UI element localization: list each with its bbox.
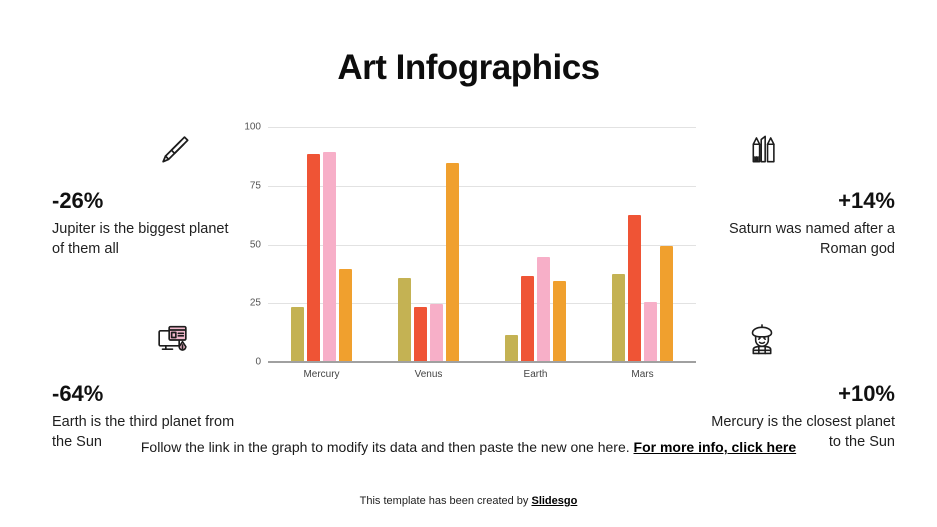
more-info-link[interactable]: For more info, click here	[633, 439, 797, 455]
chart-bars: Mercury Venus Earth Mars	[268, 128, 696, 380]
y-axis-tick-label: 100	[244, 121, 261, 133]
x-axis-tick-label: Earth	[523, 369, 548, 380]
gridline: 100	[244, 122, 696, 133]
footer-text: This template has been created by	[359, 495, 532, 507]
stat-block-right-bottom: +10% Mercury is the closest planet to th…	[705, 381, 895, 452]
stat-description: Earth is the third planet from the Sun	[52, 414, 235, 450]
chart-plot-area: 0 25 50 75 100 Mercury Venus Earth Mars	[244, 122, 696, 380]
y-axis-tick-label: 0	[255, 356, 261, 368]
y-axis-tick-label: 25	[249, 297, 261, 309]
chart-x-axis	[268, 361, 696, 363]
artist-person-icon	[727, 305, 797, 375]
bar	[521, 276, 534, 363]
x-axis-tick-label: Mercury	[303, 369, 340, 380]
chart-caption: Follow the link in the graph to modify i…	[0, 437, 937, 457]
bar-chart[interactable]: 0 25 50 75 100 Mercury Venus Earth Mars	[234, 120, 696, 385]
bar	[644, 301, 657, 363]
page-title: Art Infographics	[337, 48, 600, 87]
bar	[537, 257, 550, 363]
gridline: 50	[250, 239, 696, 250]
pencils-icon	[727, 114, 797, 184]
bar-group: Mars	[612, 128, 673, 380]
bar	[339, 269, 352, 363]
x-axis-tick-label: Mars	[631, 369, 654, 380]
bar	[628, 214, 641, 363]
bar-group: Earth	[505, 128, 566, 380]
bar	[612, 273, 625, 363]
bar	[660, 245, 673, 363]
design-computer-icon	[140, 305, 210, 375]
gridline: 25	[250, 298, 696, 309]
bar-group: Mercury	[291, 128, 352, 380]
caption-text: Follow the link in the graph to modify i…	[140, 439, 634, 455]
bar	[414, 306, 427, 363]
bar	[505, 334, 518, 363]
bar	[430, 304, 443, 363]
x-axis-tick-label: Venus	[414, 369, 443, 380]
y-axis-tick-label: 75	[249, 180, 261, 192]
stat-description: Saturn was named after a Roman god	[728, 221, 895, 257]
gridline: 75	[250, 180, 696, 191]
bar	[291, 306, 304, 363]
stat-value: -26%	[52, 188, 104, 213]
stat-block-left-bottom: -64% Earth is the third planet from the …	[52, 381, 242, 452]
stat-block-right-top: +14% Saturn was named after a Roman god	[705, 188, 895, 259]
paintbrush-icon	[140, 114, 210, 184]
stat-description: Jupiter is the biggest planet of them al…	[52, 221, 229, 257]
footer-credit: This template has been created by Slides…	[0, 495, 937, 507]
stat-value: +14%	[838, 188, 895, 213]
bar	[553, 280, 566, 363]
stat-value: -64%	[52, 381, 104, 406]
bar	[446, 163, 459, 363]
bar	[323, 151, 336, 363]
stat-block-left-top: -26% Jupiter is the biggest planet of th…	[52, 188, 242, 259]
y-axis-tick-label: 50	[249, 239, 261, 250]
slidesgo-link[interactable]: Slidesgo	[531, 495, 578, 507]
stat-value: +10%	[838, 381, 895, 406]
stat-description: Mercury is the closest planet to the Sun	[711, 414, 895, 450]
bar	[398, 278, 411, 363]
bar-group: Venus	[398, 128, 459, 380]
bar	[307, 153, 320, 363]
